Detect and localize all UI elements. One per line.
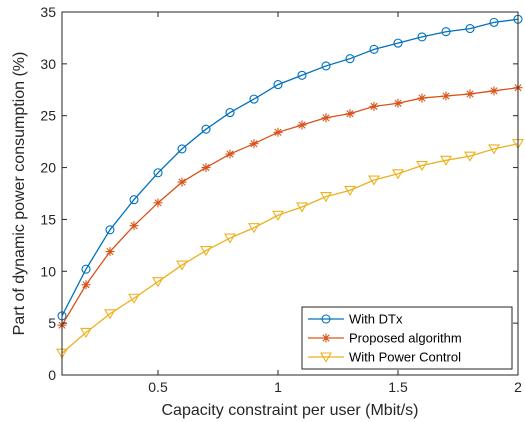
data-point — [80, 327, 92, 339]
legend-marker — [321, 314, 331, 324]
data-point — [441, 91, 451, 101]
y-tick-label: 0 — [48, 367, 56, 383]
data-point — [321, 61, 331, 71]
legend-entry: With DTx — [308, 312, 403, 327]
data-point — [81, 264, 91, 274]
x-axis-label: Capacity constraint per user (Mbit/s) — [162, 402, 419, 419]
data-point — [417, 32, 427, 42]
data-point — [345, 54, 355, 64]
data-point — [441, 27, 451, 37]
x-tick-label: 2 — [514, 379, 522, 395]
data-point — [128, 293, 140, 304]
data-point — [224, 233, 236, 244]
data-point — [249, 139, 259, 149]
legend-label: With DTx — [349, 312, 403, 327]
y-tick-label: 25 — [40, 108, 56, 124]
data-point — [320, 192, 332, 203]
legend-marker — [320, 352, 332, 363]
y-tick-label: 15 — [40, 211, 56, 227]
data-point — [201, 124, 211, 134]
data-point — [417, 93, 427, 103]
data-point — [105, 247, 115, 257]
x-tick-label: 1 — [274, 379, 282, 395]
data-point — [249, 94, 259, 104]
data-point — [81, 280, 91, 290]
data-point — [104, 309, 116, 320]
data-point — [465, 24, 475, 34]
legend-marker — [321, 333, 331, 343]
data-point — [489, 86, 499, 96]
axes-box — [61, 11, 519, 376]
data-point — [393, 98, 403, 108]
data-point — [153, 168, 163, 178]
data-point — [368, 175, 380, 186]
data-point — [465, 89, 475, 99]
data-point — [392, 169, 404, 180]
y-tick-label: 10 — [40, 263, 56, 279]
y-tick-label: 5 — [48, 315, 56, 331]
data-point — [273, 80, 283, 90]
data-point — [488, 144, 500, 155]
data-point — [489, 17, 499, 27]
data-point — [297, 70, 307, 80]
data-point — [248, 223, 260, 234]
y-tick-label: 35 — [40, 4, 56, 20]
x-tick-label: 1.5 — [388, 379, 408, 395]
data-point — [369, 44, 379, 54]
series-2 — [56, 139, 524, 359]
data-point — [105, 225, 115, 235]
legend-entry: Proposed algorithm — [308, 331, 462, 346]
legend-label: With Power Control — [349, 350, 461, 365]
data-point — [153, 198, 163, 208]
legend: With DTx Proposed algorithm With Power Con… — [301, 306, 513, 370]
data-point — [345, 109, 355, 119]
legend-entry: With Power Control — [308, 350, 461, 365]
data-point — [273, 127, 283, 137]
data-point — [464, 151, 476, 162]
data-point — [129, 195, 139, 205]
y-tick-label: 30 — [40, 56, 56, 72]
data-point — [344, 185, 356, 196]
data-point — [129, 221, 139, 231]
data-point — [176, 260, 188, 271]
data-point — [393, 38, 403, 48]
data-point — [369, 101, 379, 111]
data-point — [440, 155, 452, 166]
series-1 — [57, 83, 523, 330]
data-point — [416, 160, 428, 172]
data-point — [152, 277, 164, 288]
x-tick-label: 0.5 — [148, 379, 168, 395]
data-point — [177, 144, 187, 154]
data-point — [225, 108, 235, 118]
y-tick-label: 20 — [40, 160, 56, 176]
y-axis-label: Part of dynamic power consumption (%) — [11, 52, 28, 336]
series-layer — [56, 14, 524, 359]
data-point — [200, 245, 212, 257]
data-point — [321, 113, 331, 123]
data-point — [177, 177, 187, 187]
data-point — [297, 120, 307, 130]
data-point — [272, 210, 284, 221]
data-point — [296, 202, 308, 213]
legend-label: Proposed algorithm — [349, 331, 462, 346]
data-point — [201, 163, 211, 173]
data-point — [225, 149, 235, 159]
